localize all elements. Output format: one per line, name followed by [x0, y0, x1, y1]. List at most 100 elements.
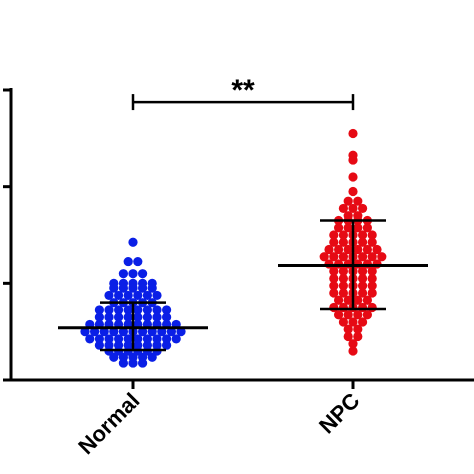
- data-point: [329, 288, 339, 298]
- data-point: [358, 273, 368, 284]
- data-point: [123, 290, 133, 301]
- data-point: [128, 269, 138, 279]
- data-point: [142, 312, 152, 322]
- data-point: [109, 327, 119, 337]
- data-point: [147, 283, 157, 293]
- data-point: [133, 256, 143, 267]
- data-point: [358, 252, 368, 262]
- data-point: [334, 244, 344, 255]
- data-point: [166, 327, 176, 337]
- data-point: [367, 252, 377, 262]
- data-point: [329, 281, 339, 291]
- data-point: [171, 334, 181, 344]
- data-point: [162, 340, 172, 350]
- data-point: [128, 283, 138, 293]
- data-point: [133, 290, 143, 301]
- data-point: [362, 244, 372, 255]
- data-point: [367, 281, 377, 291]
- data-point: [348, 186, 358, 197]
- data-point: [85, 334, 95, 344]
- data-point: [123, 312, 133, 322]
- significance-label: **: [231, 74, 255, 107]
- data-point: [353, 196, 363, 206]
- data-point: [353, 310, 363, 320]
- data-point: [338, 230, 348, 240]
- data-point: [133, 305, 143, 315]
- data-point: [334, 310, 344, 320]
- axes: [3, 88, 474, 389]
- data-point: [329, 230, 339, 240]
- data-point: [353, 295, 363, 305]
- data-point: [162, 312, 172, 322]
- data-point: [367, 273, 377, 284]
- data-point: [138, 269, 148, 279]
- mean-sd-bars: [58, 219, 428, 352]
- data-point: [90, 327, 100, 337]
- data-point: [338, 203, 348, 214]
- data-point: [162, 305, 172, 315]
- data-point: [157, 327, 167, 337]
- data-point: [343, 310, 353, 320]
- data-point: [152, 290, 162, 301]
- data-point: [367, 266, 377, 276]
- data-point: [338, 252, 348, 262]
- data-point: [152, 312, 162, 322]
- data-point: [343, 324, 353, 334]
- data-point: [334, 295, 344, 305]
- x-category-label: NPC: [314, 388, 365, 439]
- data-point: [118, 327, 128, 337]
- data-point: [353, 331, 363, 342]
- data-point: [80, 327, 90, 337]
- data-point: [128, 358, 138, 368]
- data-point: [358, 237, 368, 247]
- data-point: [362, 310, 372, 320]
- data-point: [142, 305, 152, 315]
- data-point: [348, 317, 358, 327]
- data-point: [114, 290, 124, 301]
- data-point: [343, 223, 353, 233]
- data-point: [348, 128, 358, 139]
- data-point: [358, 317, 368, 327]
- data-point: [338, 317, 348, 327]
- data-point: [343, 196, 353, 206]
- data-point: [338, 281, 348, 291]
- data-point: [367, 288, 377, 298]
- data-point: [128, 237, 138, 247]
- data-point: [138, 358, 148, 368]
- data-point: [138, 283, 148, 293]
- data-point: [367, 237, 377, 247]
- data-point: [348, 172, 358, 182]
- data-point: [329, 273, 339, 284]
- data-point: [358, 288, 368, 298]
- data-point: [358, 230, 368, 240]
- data-point: [118, 269, 128, 279]
- data-point: [329, 237, 339, 247]
- data-point: [358, 281, 368, 291]
- data-point: [362, 223, 372, 233]
- data-point: [109, 352, 119, 362]
- data-point: [123, 256, 133, 267]
- data-point: [329, 266, 339, 276]
- axis-labels: 0246NormalNPC: [73, 388, 365, 459]
- data-point: [104, 312, 114, 322]
- data-point: [142, 290, 152, 301]
- data-point: [367, 230, 377, 240]
- significance-bracket: **: [131, 74, 355, 111]
- data-point: [118, 283, 128, 293]
- data-point: [109, 283, 119, 293]
- data-point: [353, 324, 363, 334]
- data-point: [94, 340, 104, 350]
- data-point: [343, 295, 353, 305]
- data-point: [138, 327, 148, 337]
- data-point: [338, 237, 348, 247]
- data-point: [104, 305, 114, 315]
- data-point: [94, 312, 104, 322]
- data-point: [176, 327, 186, 337]
- data-point: [348, 346, 358, 356]
- data-point: [334, 223, 344, 233]
- data-point: [319, 252, 329, 262]
- data-point: [118, 358, 128, 368]
- data-point: [353, 223, 363, 233]
- data-point: [329, 252, 339, 262]
- data-point: [147, 352, 157, 362]
